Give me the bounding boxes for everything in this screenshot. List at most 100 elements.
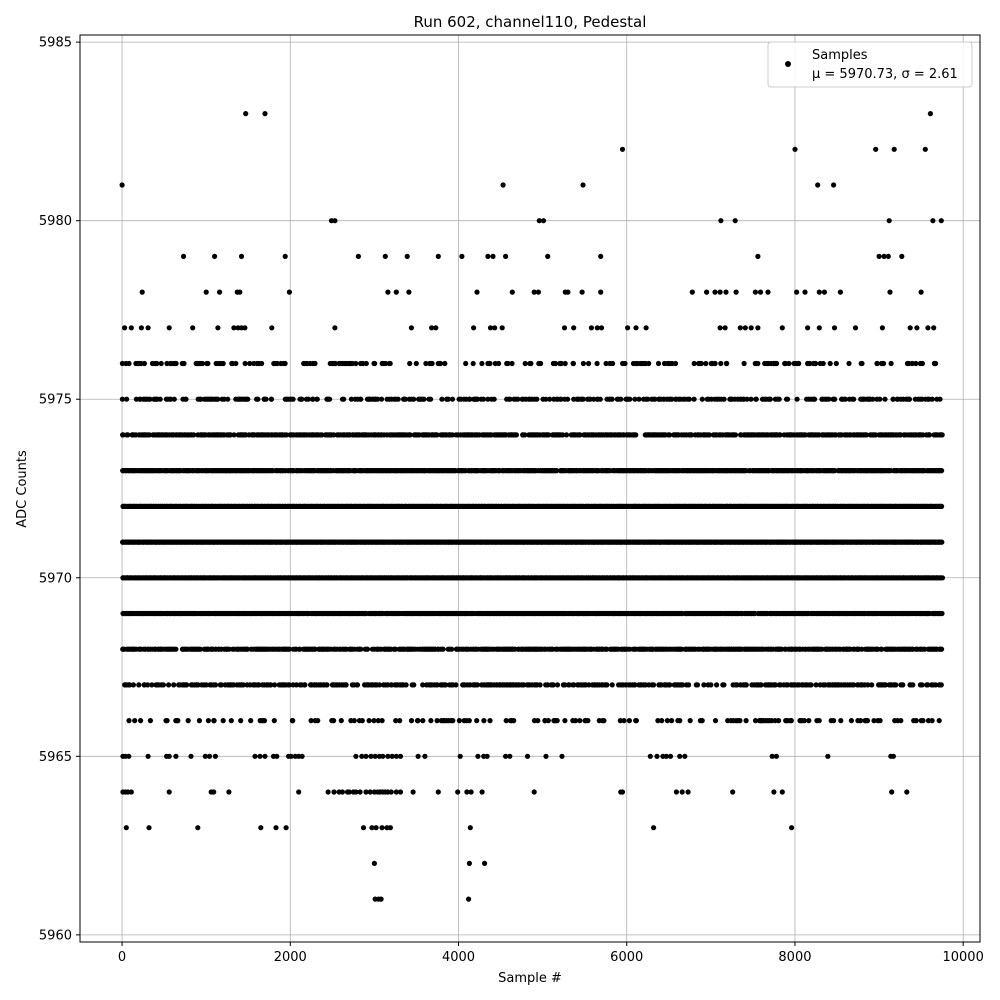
data-point [474,289,480,295]
data-point [238,253,245,259]
data-point [831,182,837,188]
data-point [572,718,579,724]
data-point [459,253,465,259]
data-point [779,789,785,795]
data-point [864,718,871,724]
data-point [364,646,371,652]
data-point [677,753,683,759]
data-point [464,789,470,795]
data-point [509,289,515,295]
data-point [380,753,386,759]
data-point [138,325,144,331]
data-point [122,325,128,331]
data-point [393,718,399,724]
data-point [545,253,551,259]
data-point [531,289,537,295]
data-point [543,753,549,759]
data-point [900,682,906,688]
data-point [604,682,610,688]
data-point [752,289,759,295]
data-point [173,753,179,759]
data-point [248,718,254,724]
data-point [420,718,426,724]
data-point [712,718,719,724]
data-point [271,718,277,724]
data-point [654,753,660,759]
data-point [457,753,463,759]
data-point [363,789,369,795]
data-point [449,646,455,652]
data-point [938,682,944,688]
data-point [411,682,417,688]
data-point [848,718,855,724]
data-point [831,325,838,331]
data-point [397,718,403,724]
data-point [466,718,472,724]
data-point [929,718,935,724]
data-point [499,325,505,331]
data-point [925,718,932,724]
data-point [687,718,693,724]
data-point [302,682,308,688]
data-point [466,860,472,867]
data-point [355,253,361,259]
data-point [939,646,945,652]
data-point [871,718,877,724]
data-point [571,682,577,688]
data-point [368,753,374,759]
data-point [565,289,571,295]
data-point [123,825,129,831]
data-point [939,575,946,581]
data-point [554,718,560,724]
data-point [467,825,473,831]
data-point [598,289,604,295]
data-point [160,682,166,688]
data-point [195,825,201,831]
data-point [212,253,218,259]
data-point [482,860,488,867]
data-point [722,325,728,331]
data-point [825,753,831,759]
data-point [643,325,649,331]
data-point [524,753,531,759]
data-point [659,718,665,724]
data-point [813,682,819,688]
data-point [487,718,493,724]
data-point [474,718,480,724]
data-point [699,718,705,724]
data-point [244,646,250,652]
data-point [876,253,882,259]
data-point [415,718,421,724]
data-point [806,718,812,724]
data-point [128,789,134,795]
data-point [647,753,653,759]
data-point [686,682,692,688]
data-point [359,753,365,759]
data-point [920,718,926,724]
data-point [815,182,821,188]
data-point [492,325,498,331]
data-point [286,646,292,652]
data-point [566,682,572,688]
data-point [886,218,892,224]
data-point [865,682,871,688]
data-point [315,718,321,724]
data-point [559,753,565,759]
data-point [243,111,249,117]
data-point [360,825,367,831]
data-point [545,682,551,688]
data-point [511,718,517,724]
data-point [366,718,372,724]
data-point [930,218,936,224]
data-point [737,325,743,331]
data-point [166,753,172,759]
data-point [175,718,181,724]
data-point [456,718,462,724]
data-point [914,325,920,331]
data-point [831,718,837,724]
data-point [166,325,172,331]
data-point [484,753,490,759]
data-point [816,325,822,331]
